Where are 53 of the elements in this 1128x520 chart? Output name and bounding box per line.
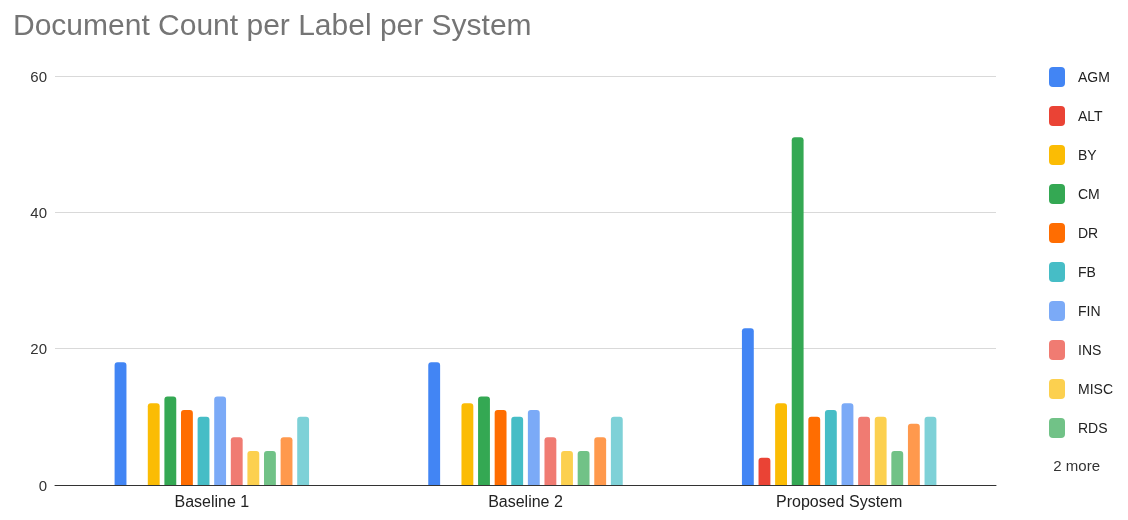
bar (907, 423, 920, 485)
bar (824, 410, 837, 485)
bar (594, 437, 607, 485)
bar (197, 416, 210, 485)
x-tick-label: Proposed System (776, 492, 903, 510)
bar (924, 416, 937, 485)
bar (511, 416, 524, 485)
x-tick-label: Baseline 2 (488, 492, 563, 510)
legend-label: FIN (1078, 303, 1101, 319)
bar (741, 328, 754, 485)
bar (114, 362, 127, 485)
legend-label: AGM (1078, 69, 1110, 85)
bar (181, 410, 193, 485)
bar (841, 403, 854, 485)
legend-label: INS (1078, 342, 1102, 358)
bar (428, 362, 441, 485)
bar (577, 450, 590, 485)
bar (214, 396, 227, 485)
y-tick-label: 20 (30, 340, 47, 358)
bar (561, 450, 573, 485)
bar (280, 437, 293, 485)
bar (164, 396, 177, 485)
bar (478, 396, 490, 485)
bar (791, 137, 804, 485)
legend-label: CM (1078, 186, 1100, 202)
legend-label: RDS (1078, 420, 1108, 436)
bar (758, 457, 771, 485)
legend-label: DR (1078, 225, 1099, 241)
legend-label: MISC (1078, 381, 1113, 397)
bar (610, 416, 623, 485)
bar (544, 437, 557, 485)
bar (858, 416, 870, 485)
y-tick-label: 40 (30, 203, 47, 221)
bar (775, 403, 787, 485)
chart-title: Document Count per Label per System (13, 7, 532, 41)
legend-label: ALT (1078, 108, 1104, 124)
bar (494, 410, 507, 485)
text: 2 more (1053, 457, 1100, 474)
y-tick-label: 60 (30, 67, 47, 85)
bar (891, 450, 904, 485)
bar (230, 437, 243, 485)
bar (264, 450, 276, 485)
y-tick-label: 0 (38, 476, 47, 494)
bar (874, 416, 887, 485)
bar (147, 403, 160, 485)
bar (527, 410, 540, 485)
bar (297, 416, 310, 485)
bar (461, 403, 474, 485)
legend-label: FB (1078, 264, 1096, 280)
x-tick-label: Baseline 1 (174, 492, 250, 510)
bar (808, 416, 821, 485)
bar (247, 450, 260, 485)
legend-label: BY (1078, 147, 1098, 163)
